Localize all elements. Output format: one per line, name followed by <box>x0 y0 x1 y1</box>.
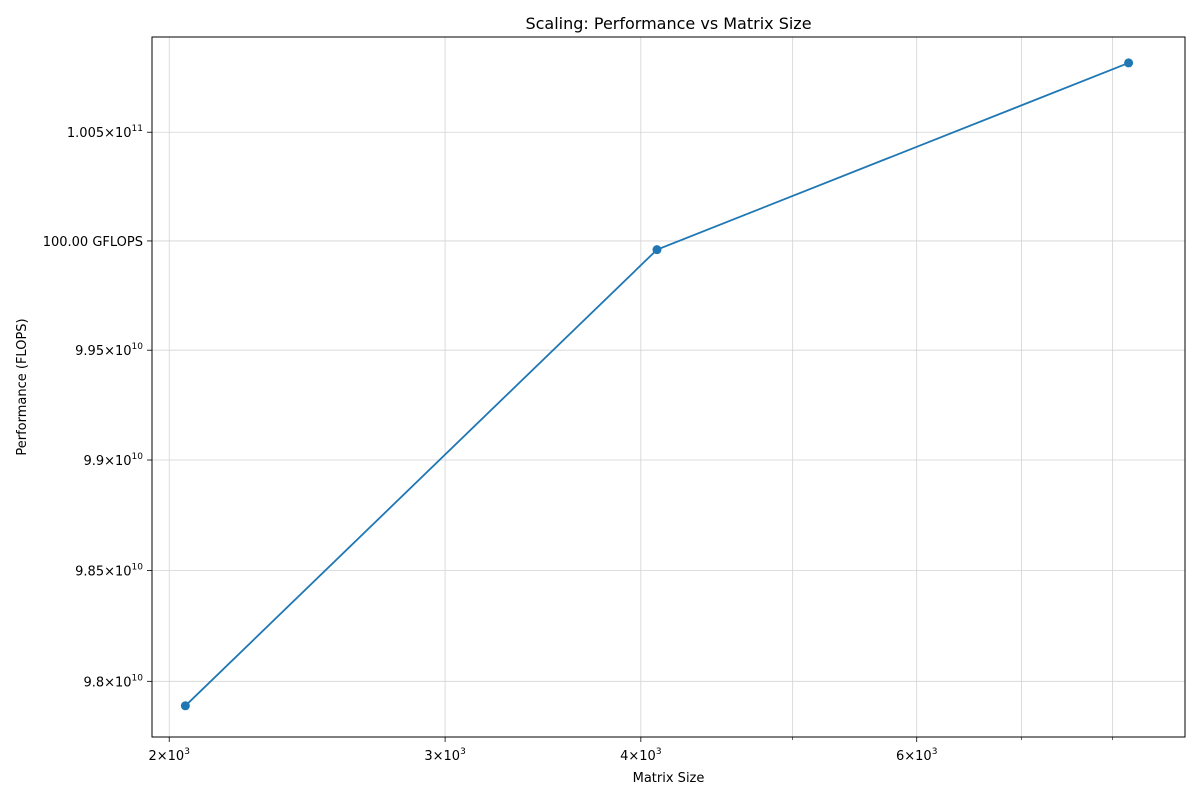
x-tick-label: 4×103 <box>620 747 661 764</box>
data-point <box>652 245 662 255</box>
y-tick-label: 9.85×1010 <box>75 562 143 579</box>
data-point <box>180 701 190 711</box>
series <box>180 58 1134 711</box>
grid <box>152 37 1185 737</box>
y-tick-label: 9.8×1010 <box>83 673 143 690</box>
y-tick-label: 9.95×1010 <box>75 342 143 359</box>
y-axis-title: Performance (FLOPS) <box>15 318 30 455</box>
x-tick-label: 6×103 <box>896 747 937 764</box>
x-axis-title: Matrix Size <box>633 771 705 786</box>
y-tick-label: 9.9×1010 <box>83 452 143 469</box>
x-tick-label: 3×103 <box>424 747 465 764</box>
ticks: 2×103 3×103 4×103 6×103 9.8×1010 9.85×1010 9.9… <box>43 124 1113 764</box>
chart-title: Scaling: Performance vs Matrix Size <box>525 14 811 33</box>
y-tick-label: 1.005×1011 <box>67 124 143 141</box>
y-tick-label: 100.00 GFLOPS <box>43 235 143 250</box>
plot-area-frame <box>151 36 1186 738</box>
data-point <box>1124 58 1134 68</box>
x-tick-label: 2×103 <box>148 747 189 764</box>
